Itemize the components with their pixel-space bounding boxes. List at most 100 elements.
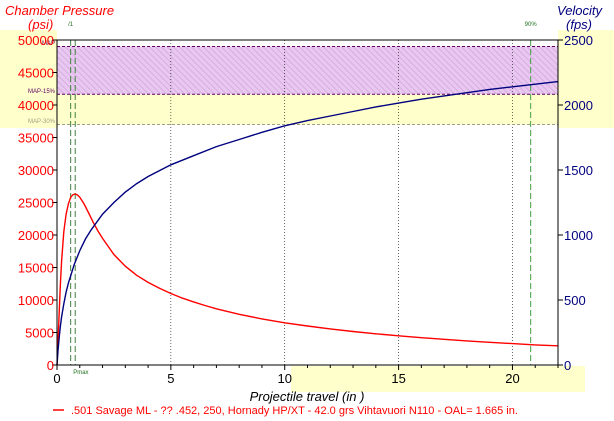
map-hatch-line bbox=[244, 46, 293, 95]
map-hatch-line bbox=[70, 46, 119, 95]
map-label: MAP bbox=[42, 41, 55, 47]
x-tick-label: 5 bbox=[167, 371, 174, 386]
map-hatch-line bbox=[508, 46, 557, 95]
map-hatch-line bbox=[238, 46, 287, 95]
map-hatch-line bbox=[340, 46, 389, 95]
x-tick-label: 10 bbox=[277, 371, 291, 386]
map-hatch-line bbox=[56, 74, 77, 95]
shade-bottom-axis bbox=[291, 366, 585, 392]
left-tick-label: 45000 bbox=[18, 66, 54, 81]
right-tick-label: 2500 bbox=[564, 33, 593, 48]
map-hatch-line bbox=[436, 46, 485, 95]
map-hatch-line bbox=[56, 80, 71, 95]
map-hatch-line bbox=[256, 46, 305, 95]
marker-lines: Pmax/1 90% bbox=[68, 22, 537, 376]
left-tick-label: 30000 bbox=[18, 163, 54, 178]
map-hatch-line bbox=[484, 46, 533, 95]
x-axis-title: Projectile travel (in ) bbox=[250, 389, 365, 404]
map-hatch-line bbox=[310, 46, 359, 95]
map-hatch-line bbox=[64, 46, 113, 95]
map-hatch-line bbox=[208, 46, 257, 95]
map-hatch-line bbox=[196, 46, 245, 95]
shade-top-left bbox=[0, 30, 57, 128]
axis-ticks: 0500010000150002000025000300003500040000… bbox=[18, 33, 593, 386]
map-hatch-line bbox=[502, 46, 551, 95]
reference-lines: MAP MAP-15% MAP-30% bbox=[28, 41, 558, 125]
map-hatch-line bbox=[100, 46, 149, 95]
left-tick-label: 20000 bbox=[18, 228, 54, 243]
map-hatch-line bbox=[430, 46, 479, 95]
map-hatch-line bbox=[274, 46, 323, 95]
map-hatch-line bbox=[220, 46, 269, 95]
map-hatch-line bbox=[334, 46, 383, 95]
left-tick-label: 40000 bbox=[18, 98, 54, 113]
map-hatch-line bbox=[280, 46, 329, 95]
map-hatch-line bbox=[466, 46, 515, 95]
map-label: MAP-30% bbox=[28, 119, 56, 125]
map-hatch-line bbox=[142, 46, 191, 95]
map-hatch-line bbox=[388, 46, 437, 95]
map-hatch-line bbox=[82, 46, 131, 95]
map-hatch-line bbox=[184, 46, 233, 95]
map-hatch-line bbox=[166, 46, 215, 95]
map-hatch-line bbox=[370, 46, 419, 95]
map-hatch-line bbox=[292, 46, 341, 95]
map-hatch-line bbox=[496, 46, 545, 95]
map-hatch-line bbox=[412, 46, 461, 95]
map-hatch-line bbox=[56, 50, 101, 95]
map-hatch-line bbox=[298, 46, 347, 95]
map-15-band bbox=[57, 46, 558, 95]
map-hatch-line bbox=[262, 46, 311, 95]
map-label: MAP-15% bbox=[28, 89, 56, 95]
marker-label: Pmax bbox=[73, 370, 88, 376]
map-hatch-line bbox=[268, 46, 317, 95]
x-tick-label: 20 bbox=[505, 371, 519, 386]
map-hatch-line bbox=[286, 46, 335, 95]
map-hatch-line bbox=[418, 46, 467, 95]
legend-text: .501 Savage ML - ?? .452, 250, Hornady H… bbox=[71, 405, 518, 417]
map-hatch-line bbox=[424, 46, 473, 95]
marker-label: 90% bbox=[525, 22, 538, 28]
left-tick-label: 10000 bbox=[18, 293, 54, 308]
map-hatch-line bbox=[56, 62, 89, 95]
map-hatch-line bbox=[178, 46, 227, 95]
map-hatch-line bbox=[526, 46, 559, 78]
map-hatch-line bbox=[106, 46, 155, 95]
map-hatch-line bbox=[520, 46, 559, 84]
map-hatch-line bbox=[94, 46, 143, 95]
right-axis-title: Velocity bbox=[557, 3, 604, 18]
left-tick-label: 5000 bbox=[25, 326, 54, 341]
right-tick-label: 1000 bbox=[564, 228, 593, 243]
map-hatch-line bbox=[214, 46, 263, 95]
map-hatch-line bbox=[364, 46, 413, 95]
grid-lines bbox=[56, 40, 559, 365]
map-hatch-line bbox=[304, 46, 353, 95]
map-hatch-line bbox=[232, 46, 281, 95]
map-hatch-line bbox=[544, 46, 559, 60]
left-tick-label: 0 bbox=[47, 358, 54, 373]
map-hatch-line bbox=[346, 46, 395, 95]
map-hatch-line bbox=[400, 46, 449, 95]
map-hatch-line bbox=[118, 46, 167, 95]
map-hatch-line bbox=[202, 46, 251, 95]
marker-label: /1 bbox=[68, 22, 74, 28]
left-tick-label: 15000 bbox=[18, 261, 54, 276]
shade-top-right bbox=[558, 30, 614, 128]
map-hatch-line bbox=[358, 46, 407, 95]
pressure-line bbox=[56, 193, 559, 366]
map-hatch-line bbox=[136, 46, 185, 95]
map-hatch-line bbox=[250, 46, 299, 95]
x-tick-label: 15 bbox=[391, 371, 405, 386]
map-hatch-line bbox=[316, 46, 365, 95]
map-hatch-line bbox=[190, 46, 239, 95]
map-hatch-line bbox=[328, 46, 377, 95]
map-hatch-line bbox=[58, 46, 107, 95]
left-tick-label: 25000 bbox=[18, 196, 54, 211]
map-hatch-line bbox=[56, 86, 65, 95]
map-hatch-line bbox=[376, 46, 425, 95]
right-tick-label: 0 bbox=[564, 358, 571, 373]
left-tick-label: 50000 bbox=[18, 33, 54, 48]
map-hatch-line bbox=[154, 46, 203, 95]
map-hatch-line bbox=[226, 46, 275, 95]
map-hatch-line bbox=[160, 46, 209, 95]
